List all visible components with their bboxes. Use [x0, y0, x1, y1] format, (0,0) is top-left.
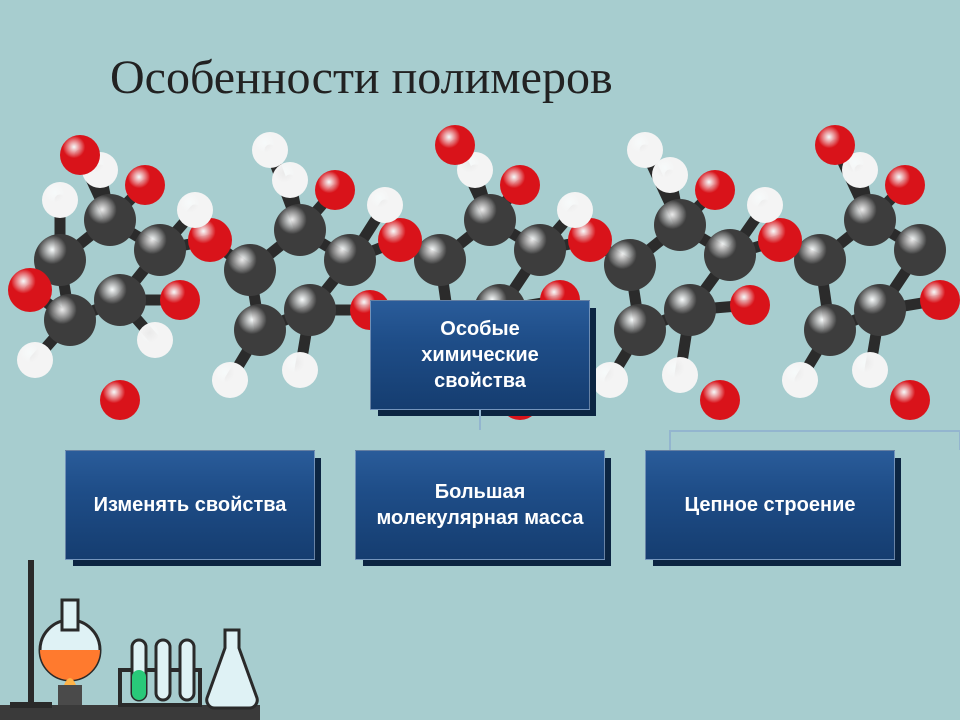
root-node-label: Особые химические свойства: [389, 316, 571, 394]
page-title: Особенности полимеров: [110, 50, 613, 105]
child-node: Изменять свойства: [65, 450, 315, 560]
child-node-label: Большая молекулярная масса: [374, 479, 586, 531]
hierarchy-tree: Особые химические свойства Изменять свой…: [0, 300, 960, 560]
connector-vertical: [479, 410, 481, 430]
child-node-label: Цепное строение: [684, 492, 855, 518]
child-node: Цепное строение: [645, 450, 895, 560]
child-node: Большая молекулярная масса: [355, 450, 605, 560]
child-node-label: Изменять свойства: [94, 492, 287, 518]
root-node: Особые химические свойства: [370, 300, 590, 410]
